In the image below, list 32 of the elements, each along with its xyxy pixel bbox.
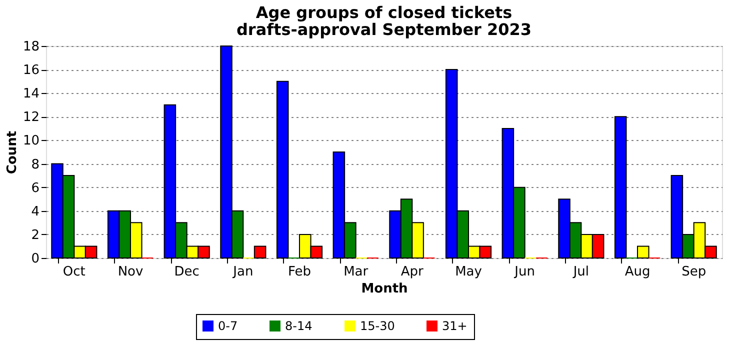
- y-tick-label: 0: [31, 252, 40, 266]
- y-tick-label: 2: [31, 228, 40, 243]
- legend-label: 0-7: [218, 319, 238, 333]
- x-tick-label: Jun: [514, 264, 535, 280]
- bar: [254, 246, 266, 258]
- x-tick-label: Jul: [572, 264, 590, 280]
- x-axis-title: Month: [361, 282, 408, 296]
- y-tick-label: 8: [31, 157, 40, 172]
- legend-label: 31+: [442, 319, 468, 333]
- x-tick-label: Aug: [624, 264, 650, 280]
- y-tick-label: 4: [31, 204, 40, 220]
- bar: [637, 246, 650, 258]
- x-tick-label: Apr: [400, 264, 424, 280]
- chart-title: Age groups of closed tickets: [256, 3, 512, 22]
- legend-label: 8-14: [285, 319, 312, 333]
- x-tick-label: May: [455, 264, 482, 280]
- x-tick-label: Jan: [232, 264, 254, 280]
- y-tick-label: 18: [22, 40, 40, 54]
- y-tick-label: 6: [31, 180, 40, 196]
- y-tick-label: 16: [22, 63, 40, 78]
- chart-subtitle: drafts-approval September 2023: [236, 20, 532, 39]
- x-tick-label: Sep: [682, 264, 706, 280]
- x-tick-label: Dec: [174, 264, 200, 280]
- y-tick-label: 12: [22, 110, 40, 126]
- y-tick-label: 14: [22, 86, 40, 102]
- x-tick-label: Nov: [118, 264, 144, 280]
- y-axis-title: Count: [4, 130, 20, 174]
- x-tick-label: Oct: [62, 264, 86, 280]
- legend-label: 15-30: [360, 319, 395, 333]
- x-tick-label: Mar: [344, 264, 369, 280]
- x-tick-label: Feb: [288, 264, 312, 280]
- y-tick-label: 10: [22, 134, 40, 149]
